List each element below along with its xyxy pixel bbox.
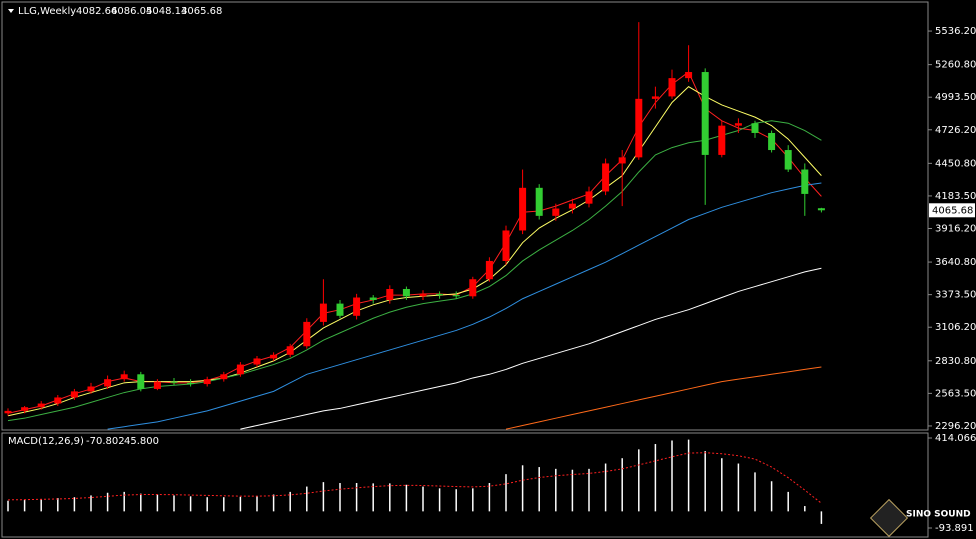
candle-body (436, 293, 444, 296)
candle-body (54, 397, 62, 404)
candle-body (319, 303, 327, 322)
candle-body (336, 303, 344, 316)
candle-body (768, 132, 776, 151)
candle-body (170, 381, 178, 383)
candle-body (4, 410, 12, 414)
candle-body (485, 260, 493, 280)
logo-mark (869, 498, 909, 538)
macd-label: MACD(12,26,9) (8, 436, 84, 447)
y-tick-label: 3916.20 (935, 224, 976, 235)
ohlc-open: 4082.66 (76, 6, 117, 17)
moving-average (7, 86, 822, 417)
candle-body (801, 169, 809, 194)
candle-body (585, 191, 593, 204)
candle-body (502, 230, 510, 261)
macd-signal: 45.800 (124, 436, 159, 447)
candle-body (303, 321, 311, 347)
moving-average (240, 267, 822, 430)
macd-tick-label: -93.891 (935, 523, 974, 534)
candle-body (137, 374, 145, 389)
candle-body (734, 123, 742, 126)
candle-body (469, 279, 477, 297)
y-tick-label: 4993.50 (935, 92, 976, 103)
candle-body (187, 382, 195, 385)
menu-arrow (8, 9, 14, 13)
candle-body (751, 123, 759, 133)
candle-body (635, 98, 643, 158)
logo: SINO SOUND (869, 498, 971, 538)
candle-body (286, 346, 294, 355)
main-pane (1, 1, 929, 431)
candle-body (519, 187, 527, 231)
y-tick-label: 5536.20 (935, 26, 976, 37)
moving-average (505, 366, 822, 430)
candle-body (784, 150, 792, 170)
y-tick-label: 4726.20 (935, 125, 976, 136)
candle-body (353, 297, 361, 316)
y-tick-label: 2563.50 (935, 388, 976, 399)
price-label: 4065.68 (932, 205, 973, 216)
logo-text: SINO SOUND (906, 510, 971, 520)
candle-body (369, 297, 377, 300)
candle-body (568, 203, 576, 209)
candle-body (21, 407, 29, 411)
candle-body (104, 379, 112, 387)
candle-body (402, 288, 410, 297)
candle-body (602, 163, 610, 192)
price-label-box (929, 203, 975, 218)
macd-main: -70.802 (86, 436, 125, 447)
macd-tick-label: 414.066 (935, 433, 976, 444)
candle-body (70, 391, 78, 398)
candle-body (153, 381, 161, 389)
y-tick-label: 5260.80 (935, 60, 976, 71)
candle-body (718, 125, 726, 155)
ohlc-close: 4065.68 (181, 6, 222, 17)
candle-body (651, 96, 659, 99)
candle-body (817, 208, 825, 211)
candle-body (701, 72, 709, 155)
candle-body (668, 78, 676, 97)
header: LLG,Weekly 4082.66 4086.05 4048.13 4065.… (8, 6, 222, 17)
candle-body (618, 157, 626, 164)
moving-average (7, 120, 822, 422)
candle-body (270, 354, 278, 359)
candle-body (87, 386, 95, 392)
y-tick-label: 3106.20 (935, 322, 976, 333)
candle-body (535, 187, 543, 216)
candle-body (419, 293, 427, 297)
candle-body (203, 379, 211, 385)
macd-signal-line (7, 452, 822, 504)
moving-average (107, 182, 822, 430)
candle-body (386, 288, 394, 300)
candle-body (37, 403, 45, 408)
ohlc-low: 4048.13 (146, 6, 187, 17)
moving-average (7, 71, 822, 414)
y-tick-label: 2296.20 (935, 421, 976, 432)
candle-body (120, 374, 128, 380)
candle-body (685, 72, 693, 79)
candle-body (236, 364, 244, 375)
candle-body (552, 208, 560, 216)
y-tick-label: 4183.50 (935, 191, 976, 202)
y-tick-label: 2830.80 (935, 356, 976, 367)
y-tick-label: 3640.80 (935, 257, 976, 268)
y-tick-label: 4450.80 (935, 158, 976, 169)
macd-pane (1, 432, 929, 538)
candle-body (220, 374, 228, 380)
candle-body (253, 358, 261, 365)
candle-body (452, 295, 460, 297)
symbol: LLG,Weekly (18, 6, 76, 17)
y-tick-label: 3373.50 (935, 290, 976, 301)
ohlc-high: 4086.05 (111, 6, 152, 17)
